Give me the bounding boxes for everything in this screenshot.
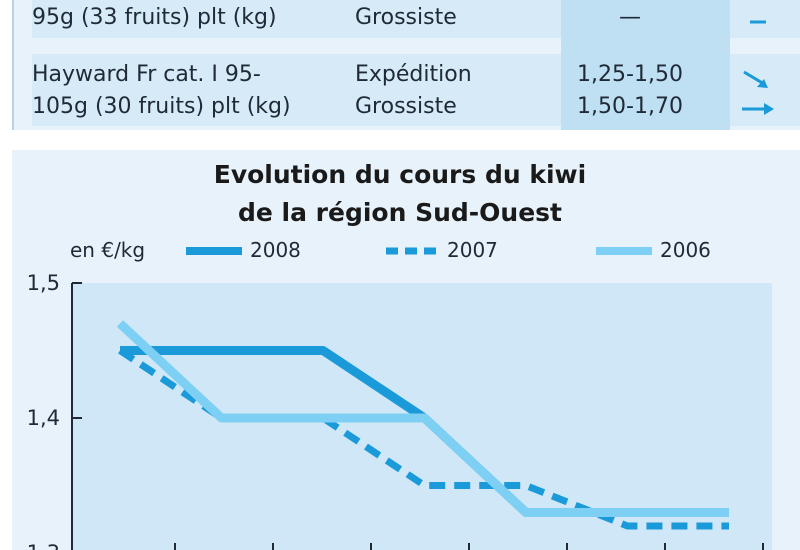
y-tick-label: 1,5 — [27, 271, 60, 295]
price-range: 1,25-1,50 — [577, 62, 683, 87]
chart-title-line-2: de la région Sud-Ouest — [237, 198, 563, 227]
legend-label-2008: 2008 — [250, 238, 301, 262]
legend-label-2007: 2007 — [447, 238, 498, 262]
series-line-2007 — [118, 347, 729, 530]
series-line-2006 — [116, 320, 729, 517]
market-type: Expédition — [355, 62, 472, 87]
product-name-line-2: 105g (30 fruits) plt (kg) — [32, 94, 291, 119]
chart-title-line-1: Evolution du cours du kiwi — [213, 160, 587, 189]
price-range: 1,50-1,70 — [577, 94, 683, 119]
trend-flat-icon — [750, 20, 766, 24]
price-range: — — [619, 5, 641, 30]
product-name-line-1: Hayward Fr cat. I 95- — [32, 62, 261, 87]
y-tick-label: 1,3 — [27, 541, 60, 550]
y-axis-unit-label: en €/kg — [70, 238, 146, 262]
legend-label-2006: 2006 — [660, 238, 711, 262]
price-table — [12, 0, 800, 130]
market-type: Grossiste — [355, 94, 457, 119]
price-column — [561, 0, 730, 130]
product-name: 95g (33 fruits) plt (kg) — [32, 5, 277, 30]
trend-right-icon — [742, 103, 774, 115]
y-tick-label: 1,4 — [27, 406, 60, 430]
trend-down-icon — [743, 70, 768, 88]
market-type: Grossiste — [355, 5, 457, 30]
